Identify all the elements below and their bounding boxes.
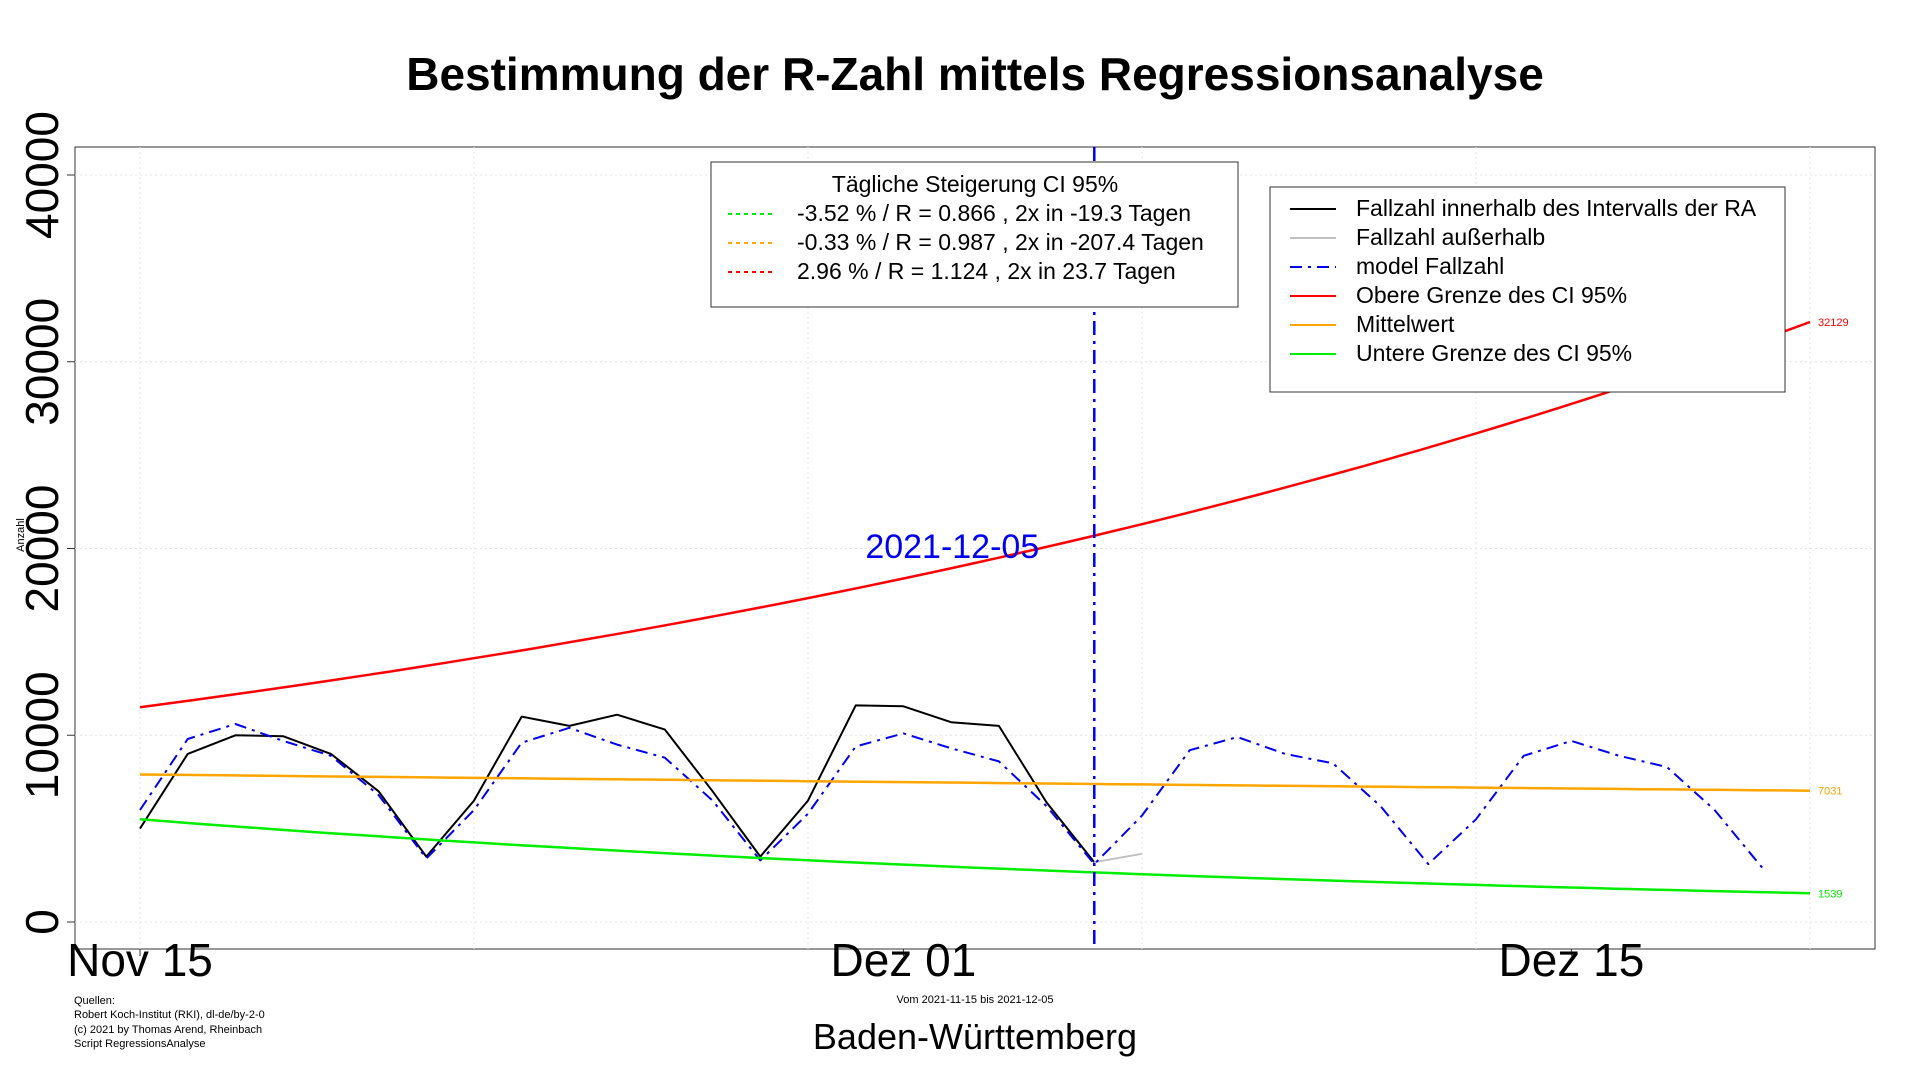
series-line-2 bbox=[139, 723, 1764, 869]
legend-entry: Obere Grenze des CI 95% bbox=[1356, 282, 1627, 308]
series-legend-box bbox=[1269, 186, 1786, 393]
ci-legend-entry: 2.96 % / R = 1.124 , 2x in 23.7 Tagen bbox=[797, 258, 1176, 284]
x-tick-label: Dez 15 bbox=[1499, 934, 1645, 986]
y-axis: 0 10000 20000 30000 40000 bbox=[16, 111, 75, 935]
ci-legend-box bbox=[710, 161, 1239, 308]
series-legend: Fallzahl innerhalb des Intervalls der RA… bbox=[1269, 186, 1786, 393]
legend-entry: model Fallzahl bbox=[1356, 253, 1504, 279]
series-line-3 bbox=[139, 320, 1811, 709]
sources-block: Quellen: Robert Koch-Institut (RKI), dl-… bbox=[74, 995, 265, 1050]
series-line-4 bbox=[139, 773, 1811, 792]
series bbox=[139, 320, 1811, 895]
sources-line: Script RegressionsAnalyse bbox=[74, 1038, 205, 1050]
ci-legend-entry: -3.52 % / R = 0.866 , 2x in -19.3 Tagen bbox=[797, 200, 1191, 226]
x-axis: Nov 15 Dez 01 Dez 15 bbox=[67, 934, 1644, 986]
end-value-label: 32129 bbox=[1818, 317, 1849, 329]
y-tick-label: 20000 bbox=[16, 485, 68, 613]
x-tick-label: Nov 15 bbox=[67, 934, 213, 986]
ci-legend-title: Tägliche Steigerung CI 95% bbox=[832, 171, 1118, 197]
y-axis-label: Anzahl bbox=[15, 518, 27, 552]
sources-line: Robert Koch-Institut (RKI), dl-de/by-2-0 bbox=[74, 1009, 265, 1021]
series-line-1 bbox=[1094, 852, 1143, 864]
chart-title: Bestimmung der R-Zahl mittels Regression… bbox=[406, 48, 1544, 100]
date-marker-label: 2021-12-05 bbox=[865, 528, 1039, 566]
x-axis-label: Baden-Württemberg bbox=[813, 1016, 1137, 1057]
ci-legend-entry: -0.33 % / R = 0.987 , 2x in -207.4 Tagen bbox=[797, 229, 1204, 255]
end-value-label: 1539 bbox=[1818, 888, 1842, 900]
x-tick-label: Dez 01 bbox=[831, 934, 977, 986]
sources-line: (c) 2021 by Thomas Arend, Rheinbach bbox=[74, 1024, 262, 1036]
y-tick-label: 0 bbox=[16, 909, 68, 935]
y-tick-label: 30000 bbox=[16, 298, 68, 426]
series-line-5 bbox=[139, 818, 1811, 895]
legend-entry: Fallzahl außerhalb bbox=[1356, 224, 1545, 250]
y-tick-label: 40000 bbox=[16, 111, 68, 239]
legend-entry: Untere Grenze des CI 95% bbox=[1356, 340, 1632, 366]
chart-subtitle: Vom 2021-11-15 bis 2021-12-05 bbox=[897, 994, 1054, 1006]
y-tick-label: 10000 bbox=[16, 671, 68, 799]
legend-entry: Fallzahl innerhalb des Intervalls der RA bbox=[1356, 195, 1757, 221]
ci-legend: Tägliche Steigerung CI 95% -3.52 % / R =… bbox=[710, 161, 1239, 308]
legend-entry: Mittelwert bbox=[1356, 311, 1455, 337]
end-value-label: 7031 bbox=[1818, 786, 1842, 798]
sources-line: Quellen: bbox=[74, 995, 115, 1007]
end-labels: 32129 7031 1539 bbox=[1818, 317, 1849, 900]
series-line-0 bbox=[139, 704, 1096, 863]
